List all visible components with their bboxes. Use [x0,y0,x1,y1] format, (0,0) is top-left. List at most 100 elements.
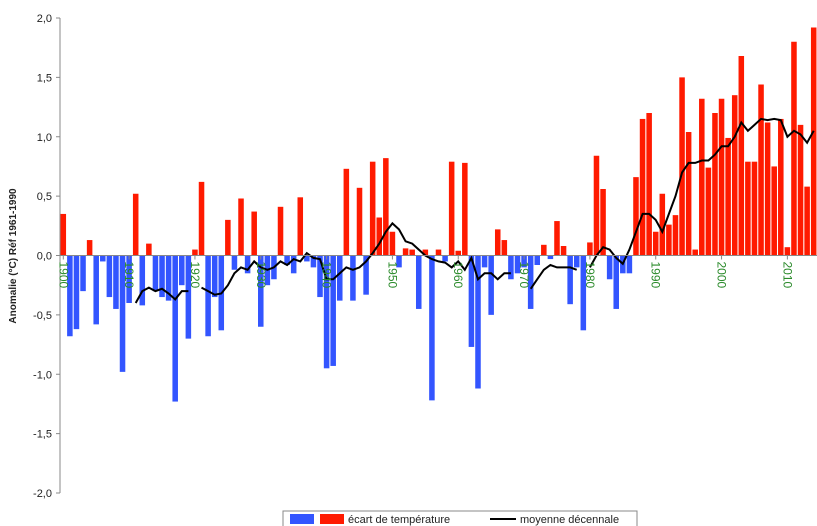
x-tick-label: 1990 [649,262,663,289]
bar [67,255,73,337]
bar [587,242,593,256]
y-tick-label: -2,0 [33,488,52,500]
bar [86,240,93,256]
x-tick-label: 1950 [385,262,399,289]
bar [725,137,731,256]
x-tick-label: 1930 [254,262,268,289]
bar [159,255,165,298]
legend-label: moyenne décennale [520,514,619,526]
bar [409,249,415,256]
bar [488,255,494,315]
bar [211,255,218,298]
y-axis-title: Anomalie (°C) Réf 1961-1990 [8,188,19,324]
bar [284,255,290,265]
bar [567,255,573,305]
bar [633,177,639,256]
bar [205,255,211,337]
bar [323,255,330,369]
bar [73,255,80,330]
bar [60,213,67,256]
bar [350,255,356,301]
y-tick-label: 0,5 [37,191,52,203]
bar [745,161,751,256]
y-tick-label: 0,0 [37,251,52,263]
bar [119,255,126,372]
line [134,117,815,304]
bar [527,255,534,309]
bar [462,162,468,256]
bar [442,255,448,262]
bar [784,247,791,256]
bar [547,255,554,260]
bar [369,161,376,256]
bar [455,250,462,256]
bar [699,98,705,256]
bar [435,249,442,256]
legend-swatch [320,514,344,524]
bar [751,161,758,256]
bar [231,255,238,270]
bar [508,255,514,280]
bar [652,231,659,256]
bar [132,193,139,256]
bar [771,166,777,256]
bar [448,161,455,256]
bar [810,27,817,256]
y-tick-label: 1,5 [37,72,52,84]
bar [290,255,297,274]
x-tick-label: 1960 [451,262,465,289]
bar [521,255,527,268]
bar [126,255,132,303]
bar [738,56,745,256]
bar [179,255,185,286]
x-tick-label: 2000 [715,262,729,289]
bar [758,84,764,256]
y-tick-label: 2,0 [37,13,52,25]
bar [396,255,402,268]
bar [330,255,336,366]
bar [481,255,488,268]
y-tick-label: 1,0 [37,132,52,144]
bar [475,255,481,389]
bar [573,255,580,268]
bar [666,224,672,256]
x-tick-label: 1980 [583,262,597,289]
y-tick-label: -0,5 [33,310,52,322]
legend-swatch [290,514,314,524]
bar [501,240,508,256]
bar [646,113,652,256]
bar [804,186,810,256]
bar [185,255,192,339]
bar [244,255,251,274]
x-tick-label: 1910 [122,262,136,289]
bar [626,255,633,274]
bar [152,255,159,292]
bar [106,255,113,298]
bar [712,113,718,256]
bar [685,132,692,256]
bar [100,255,106,262]
bar [363,255,369,295]
bar [659,193,666,256]
bar [764,122,771,256]
bar [310,255,317,268]
bar [534,255,541,265]
bar [317,255,323,298]
bar [672,215,679,256]
bar [192,249,198,256]
bar [402,248,409,256]
bar [600,189,606,256]
bar [198,181,205,256]
bar [541,244,547,256]
bar [593,155,600,256]
bar [791,41,797,256]
bar [639,118,646,256]
bar [336,255,343,301]
bar [139,255,146,306]
y-tick-label: -1,5 [33,429,52,441]
bar [514,255,521,274]
bar [251,211,257,256]
bar [343,168,350,256]
bar [304,255,310,262]
